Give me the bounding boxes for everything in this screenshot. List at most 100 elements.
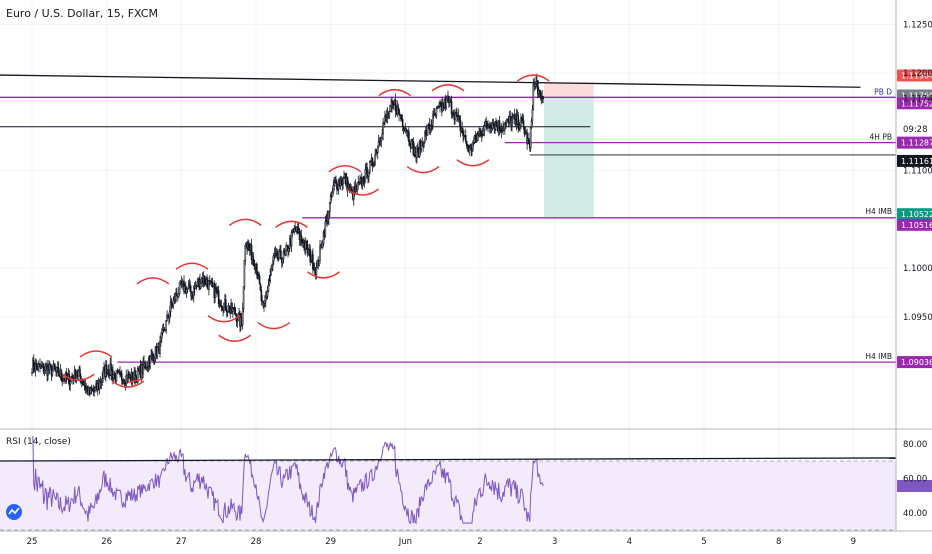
swing-arc [275, 220, 309, 228]
level-note: PB D [874, 87, 892, 96]
candle-body [94, 387, 96, 391]
candle-body [35, 362, 38, 367]
price-tag [897, 356, 932, 369]
candle-body [450, 100, 453, 115]
candle-body [271, 264, 273, 270]
price-tag [897, 136, 932, 149]
price-tag [897, 97, 932, 110]
candle-body [217, 290, 220, 304]
price-tag-label: 1.10516 [901, 221, 932, 230]
candle-body [160, 332, 163, 339]
swing-arc [378, 88, 412, 97]
candle-body [267, 284, 270, 292]
candle-body [170, 301, 173, 305]
candle-body [60, 370, 63, 379]
price-tag-label: 1.09036 [901, 358, 932, 367]
candle-body [53, 364, 56, 369]
candle-body [400, 114, 402, 120]
swing-arc [431, 84, 465, 92]
candle-body [272, 254, 275, 262]
candle-body [269, 275, 272, 282]
short-position[interactable] [544, 82, 594, 218]
swing-arc [175, 262, 209, 270]
swing-arc [257, 321, 291, 330]
candle-body [388, 111, 391, 117]
rsi-line [32, 436, 544, 525]
time-tick-label: 3 [552, 537, 557, 547]
price-tick-label: 1.10000 [903, 264, 932, 274]
candle-body [136, 368, 139, 383]
swing-arc [61, 373, 95, 381]
candle-body [456, 111, 458, 117]
candle-body [253, 259, 256, 267]
position-risk-zone [544, 82, 594, 97]
swing-arc [328, 164, 362, 173]
swing-arc [136, 277, 170, 285]
position-reward-zone [544, 96, 594, 218]
candle-body [156, 346, 159, 357]
time-tick-label: 28 [251, 537, 262, 547]
candle-body [426, 124, 429, 136]
candle-body [368, 171, 370, 177]
tradingview-logo-mark [8, 507, 20, 515]
grid [0, 0, 896, 530]
candle-body [511, 117, 513, 126]
candle-body [307, 249, 310, 254]
candle-body [112, 374, 115, 379]
candle-body [498, 120, 501, 130]
candle-body [51, 369, 54, 376]
candle-body [102, 370, 104, 379]
candle-body [232, 308, 234, 312]
candle-body [224, 299, 227, 311]
candle-body [105, 364, 108, 374]
candle-body [177, 293, 180, 298]
candle-body [350, 186, 352, 192]
candle-body [435, 108, 438, 116]
price-tag [897, 154, 932, 167]
price-tag-label: 1.11287 [901, 139, 932, 148]
candle-body [356, 182, 359, 191]
candle-body [242, 286, 245, 310]
candle-body [153, 358, 156, 362]
price-tag-label: 1.11752 [901, 99, 932, 108]
candle-body [416, 148, 418, 158]
rsi-tick-label: 80.00 [903, 440, 927, 450]
candle-body [529, 127, 532, 149]
candle-body [332, 185, 335, 193]
candle-body [542, 96, 544, 100]
candle-body [123, 380, 126, 384]
candle-body [115, 370, 118, 381]
swing-arc [228, 218, 262, 226]
swing-arc [406, 165, 440, 174]
drawings [61, 74, 550, 388]
price-tick-label: 1.11000 [903, 167, 932, 177]
candle-body [376, 146, 379, 154]
candle-body [77, 370, 80, 377]
candle-body [312, 254, 314, 270]
candle-body [468, 148, 471, 153]
candle-body [448, 95, 450, 103]
candle-body [200, 282, 202, 289]
candle-body [520, 118, 522, 126]
candle-body [535, 81, 537, 85]
price-tag [897, 208, 932, 221]
rsi-plot [0, 436, 932, 525]
candle-body [382, 123, 384, 135]
candle-body [208, 280, 210, 290]
candle-body [149, 355, 152, 368]
candle-body [270, 268, 272, 276]
candle-body [408, 141, 411, 146]
candle-body [168, 311, 171, 318]
candle-body [462, 131, 464, 136]
chart-title: Euro / U.S. Dollar, 15, FXCM [6, 7, 158, 20]
candle-body [531, 109, 534, 122]
candle-body [32, 359, 35, 370]
swing-arc [79, 350, 113, 358]
candle-body [381, 133, 384, 139]
time-tick-label: 9 [851, 537, 856, 547]
candle-body [256, 264, 258, 276]
swing-arc [346, 188, 380, 196]
